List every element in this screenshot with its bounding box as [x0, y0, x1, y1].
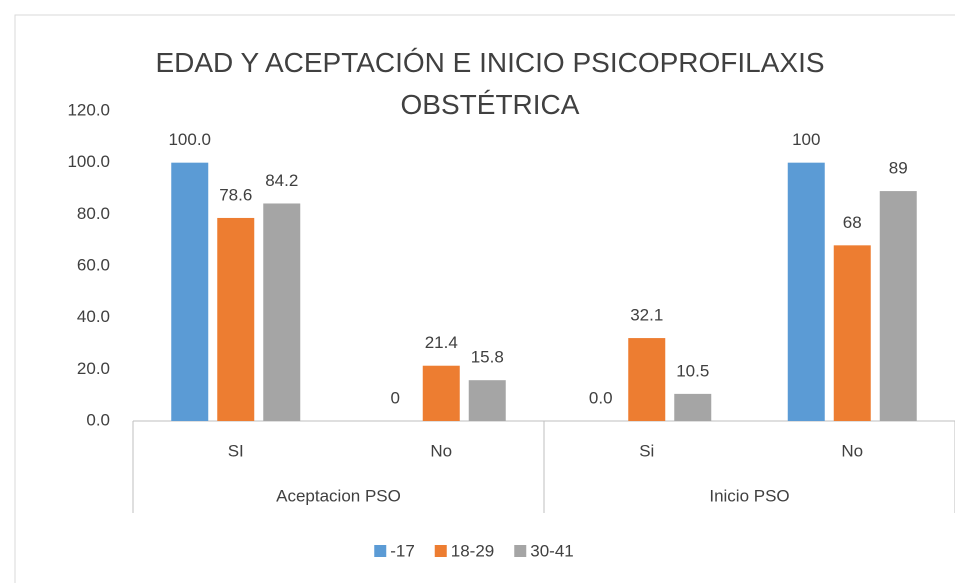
- legend-swatch: [374, 545, 387, 557]
- data-label: 89: [889, 159, 908, 178]
- data-label: 78.6: [219, 185, 252, 204]
- bar: [879, 191, 917, 421]
- y-tick-label: 80.0: [77, 204, 110, 223]
- data-label: 32.1: [630, 306, 663, 325]
- y-tick-label: 120.0: [67, 100, 110, 119]
- x-tick-label: Si: [639, 441, 654, 460]
- bar: [263, 203, 301, 421]
- x-tick-label: No: [841, 441, 863, 460]
- bar: [217, 217, 255, 421]
- x-tick-label: SI: [228, 441, 244, 460]
- bar: [787, 162, 825, 421]
- legend-swatch: [434, 545, 447, 557]
- chart-title: EDAD Y ACEPTACIÓN E INICIO PSICOPROFILAX…: [155, 47, 825, 120]
- y-tick-label: 100.0: [67, 152, 110, 171]
- data-label: 100.0: [168, 130, 211, 149]
- data-label: 0: [391, 388, 400, 407]
- data-label: 15.8: [471, 348, 504, 367]
- data-label: 21.4: [425, 333, 458, 352]
- data-label: 10.5: [676, 361, 709, 380]
- data-label: 84.2: [265, 171, 298, 190]
- y-tick-label: 40.0: [77, 307, 110, 326]
- data-label: 100: [792, 130, 820, 149]
- title-box: EDAD Y ACEPTACIÓN E INICIO PSICOPROFILAX…: [155, 47, 825, 120]
- bar: [674, 393, 712, 421]
- bar: [422, 365, 460, 421]
- y-tick-label: 60.0: [77, 255, 110, 274]
- group-label: Aceptacion PSO: [276, 486, 401, 505]
- bar: [833, 245, 871, 421]
- y-tick-label: 20.0: [77, 359, 110, 378]
- legend-swatch: [514, 545, 527, 557]
- legend-label: 30-41: [530, 541, 573, 560]
- group-label: Inicio PSO: [709, 486, 789, 505]
- bar: [468, 380, 506, 421]
- y-tick-label: 0.0: [86, 410, 110, 429]
- data-label: 0.0: [589, 388, 613, 407]
- bar: [628, 338, 666, 421]
- x-tick-label: No: [430, 441, 452, 460]
- data-label: 68: [843, 213, 862, 232]
- bar: [171, 162, 209, 421]
- legend-label: 18-29: [451, 541, 494, 560]
- legend-label: -17: [390, 541, 415, 560]
